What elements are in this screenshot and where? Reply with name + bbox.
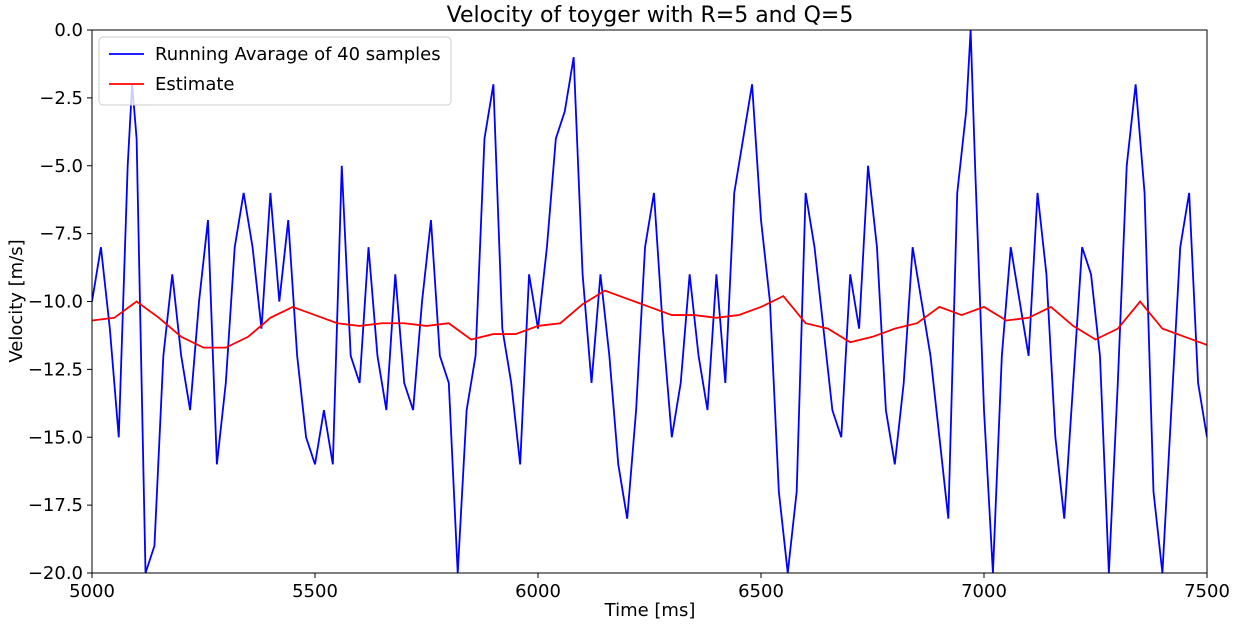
y-tick-label: −2.5	[39, 88, 83, 109]
x-axis-label: Time [ms]	[604, 600, 696, 621]
y-tick-label: −20.0	[28, 563, 83, 584]
legend-label: Estimate	[155, 74, 235, 95]
x-tick-label: 6000	[515, 581, 561, 602]
y-tick-label: 0.0	[54, 20, 83, 41]
y-tick-label: −17.5	[28, 495, 83, 516]
data-line	[92, 30, 1207, 573]
y-tick-label: −15.0	[28, 427, 83, 448]
legend: Running Avarage of 40 samples Estimate	[98, 36, 452, 106]
x-tick-label: 7000	[961, 581, 1007, 602]
data-line	[92, 289, 1207, 349]
legend-box	[98, 36, 452, 106]
y-tick-label: −7.5	[39, 224, 83, 245]
plot-lines	[92, 30, 1207, 573]
y-tick-label: −12.5	[28, 359, 83, 380]
y-tick-label: −5.0	[39, 156, 83, 177]
y-tick-label: −10.0	[28, 292, 83, 313]
y-axis-label: Velocity [m/s]	[6, 239, 27, 362]
x-tick-label: 5000	[69, 581, 115, 602]
legend-label: Running Avarage of 40 samples	[155, 44, 441, 65]
x-tick-label: 6500	[738, 581, 784, 602]
x-tick-label: 5500	[292, 581, 338, 602]
x-tick-label: 7500	[1184, 581, 1230, 602]
chart-title: Velocity of toyger with R=5 and Q=5	[447, 3, 854, 28]
